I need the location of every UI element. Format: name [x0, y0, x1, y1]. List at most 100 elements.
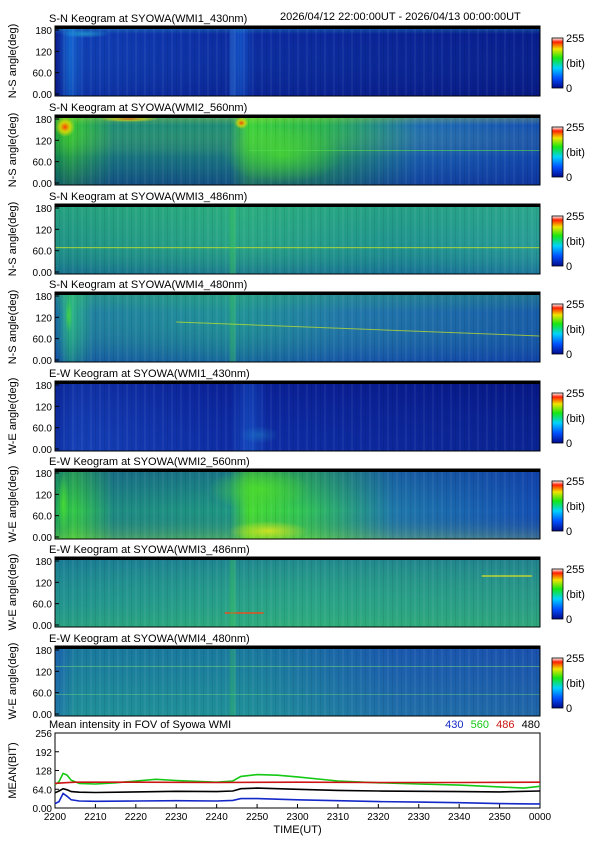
keogram-panel: E-W Keogram at SYOWA(WMI2_560nm) W-E angl… [7, 456, 585, 544]
colorbar-min-label: 0 [566, 438, 572, 450]
mean-plot-frame [54, 732, 541, 809]
panel-title: S-N Keogram at SYOWA(WMI1_430nm) [49, 13, 247, 25]
y-tick-label: 120 [35, 225, 52, 236]
panel-title: S-N Keogram at SYOWA(WMI4_480nm) [49, 279, 247, 291]
y-tick-label: 120 [35, 490, 52, 501]
y-tick-label: 120 [35, 313, 52, 324]
panel-title: E-W Keogram at SYOWA(WMI3_486nm) [49, 544, 250, 556]
colorbar-max-label: 255 [566, 122, 584, 134]
colorbar-max-label: 255 [566, 33, 584, 45]
colorbar-max-label: 255 [566, 299, 584, 311]
colorbar [551, 657, 564, 709]
colorbar-unit-label: (bit) [566, 589, 585, 601]
mean-plot-xlabel: TIME(UT) [273, 824, 321, 836]
legend-entry: 486 [496, 719, 514, 731]
y-tick-label: 256 [35, 729, 52, 740]
y-tick-label: 0.00 [33, 621, 53, 632]
panel-title: E-W Keogram at SYOWA(WMI1_430nm) [49, 368, 250, 380]
panel-ylabel: W-E angle(deg) [7, 466, 19, 543]
y-tick-label: 180 [35, 204, 52, 215]
panel-ylabel: W-E angle(deg) [7, 643, 19, 720]
y-tick-label: 64.0 [33, 785, 53, 796]
y-tick-label: 120 [35, 402, 52, 413]
y-tick-label: 0.00 [33, 710, 53, 721]
colorbar [551, 126, 564, 178]
y-tick-label: 0.00 [33, 356, 53, 367]
colorbar-max-label: 255 [566, 564, 584, 576]
y-tick-label: 180 [35, 292, 52, 303]
x-tick-label: 2320 [367, 812, 390, 823]
colorbar-unit-label: (bit) [566, 236, 585, 248]
figure-time-range: 2026/04/12 22:00:00UT - 2026/04/13 00:00… [280, 11, 521, 23]
y-tick-label: 60.0 [33, 689, 53, 700]
panel-ylabel: N-S angle(deg) [7, 202, 19, 277]
colorbar [551, 215, 564, 267]
x-tick-label: 2300 [286, 812, 309, 823]
legend-entry: 430 [445, 719, 463, 731]
keogram-panel: S-N Keogram at SYOWA(WMI3_486nm) N-S angl… [7, 191, 585, 279]
legend-entry: 560 [471, 719, 489, 731]
colorbar-unit-label: (bit) [566, 678, 585, 690]
colorbar-unit-label: (bit) [566, 58, 585, 70]
y-tick-label: 60.0 [33, 335, 53, 346]
x-tick-label: 2200 [44, 812, 67, 823]
x-tick-label: 2220 [125, 812, 148, 823]
keogram-panel: E-W Keogram at SYOWA(WMI1_430nm) W-E angl… [7, 368, 585, 456]
x-tick-label: 2310 [327, 812, 350, 823]
y-tick-label: 0.00 [33, 445, 53, 456]
colorbar-min-label: 0 [566, 614, 572, 626]
panel-title: S-N Keogram at SYOWA(WMI2_560nm) [49, 102, 247, 114]
y-tick-label: 180 [35, 469, 52, 480]
y-tick-label: 180 [35, 115, 52, 126]
colorbar-max-label: 255 [566, 476, 584, 488]
y-tick-label: 0.00 [33, 533, 53, 544]
colorbar-min-label: 0 [566, 172, 572, 184]
y-tick-label: 180 [35, 26, 52, 37]
series-line-486 [54, 781, 541, 785]
colorbar-unit-label: (bit) [566, 147, 585, 159]
colorbar-max-label: 255 [566, 211, 584, 223]
y-tick-label: 0.00 [33, 179, 53, 190]
panel-title: S-N Keogram at SYOWA(WMI3_486nm) [49, 191, 247, 203]
x-tick-label: 2330 [408, 812, 431, 823]
y-tick-label: 120 [35, 136, 52, 147]
colorbar-min-label: 0 [566, 261, 572, 273]
colorbar [551, 37, 564, 89]
panel-ylabel: N-S angle(deg) [7, 24, 19, 99]
y-tick-label: 60.0 [33, 424, 53, 435]
panel-title: E-W Keogram at SYOWA(WMI2_560nm) [49, 456, 250, 468]
y-tick-label: 60.0 [33, 600, 53, 611]
legend-entry: 480 [522, 719, 540, 731]
colorbar-min-label: 0 [566, 83, 572, 95]
keogram-panel: S-N Keogram at SYOWA(WMI2_560nm) N-S angl… [7, 102, 585, 190]
y-tick-label: 192 [35, 748, 52, 759]
x-tick-label: 0000 [529, 812, 552, 823]
colorbar [551, 303, 564, 355]
y-tick-label: 128 [35, 767, 52, 778]
x-tick-label: 2210 [84, 812, 107, 823]
x-tick-label: 2350 [488, 812, 511, 823]
keogram-panel: S-N Keogram at SYOWA(WMI4_480nm) N-S angl… [7, 279, 585, 367]
colorbar [551, 392, 564, 444]
panel-ylabel: W-E angle(deg) [7, 378, 19, 455]
y-tick-label: 180 [35, 557, 52, 568]
y-tick-label: 0.00 [33, 90, 53, 101]
x-tick-label: 2250 [246, 812, 269, 823]
colorbar-unit-label: (bit) [566, 501, 585, 513]
colorbar-unit-label: (bit) [566, 324, 585, 336]
panel-ylabel: N-S angle(deg) [7, 113, 19, 188]
series-line-430 [54, 792, 540, 805]
mean-intensity-plot: Mean intensity in FOV of Syowa WMI 480 486… [7, 719, 552, 836]
colorbar-unit-label: (bit) [566, 413, 585, 425]
keogram-panel: S-N Keogram at SYOWA(WMI1_430nm) N-S angl… [7, 13, 585, 101]
keogram-panel: E-W Keogram at SYOWA(WMI3_486nm) W-E angl… [7, 544, 585, 632]
mean-plot-ylabel: MEAN(BIT) [7, 742, 19, 798]
y-tick-label: 60.0 [33, 247, 53, 258]
colorbar-min-label: 0 [566, 703, 572, 715]
panel-title: E-W Keogram at SYOWA(WMI4_480nm) [49, 633, 250, 645]
y-tick-label: 60.0 [33, 69, 53, 80]
y-tick-label: 120 [35, 47, 52, 58]
panel-ylabel: W-E angle(deg) [7, 554, 19, 631]
y-tick-label: 60.0 [33, 158, 53, 169]
